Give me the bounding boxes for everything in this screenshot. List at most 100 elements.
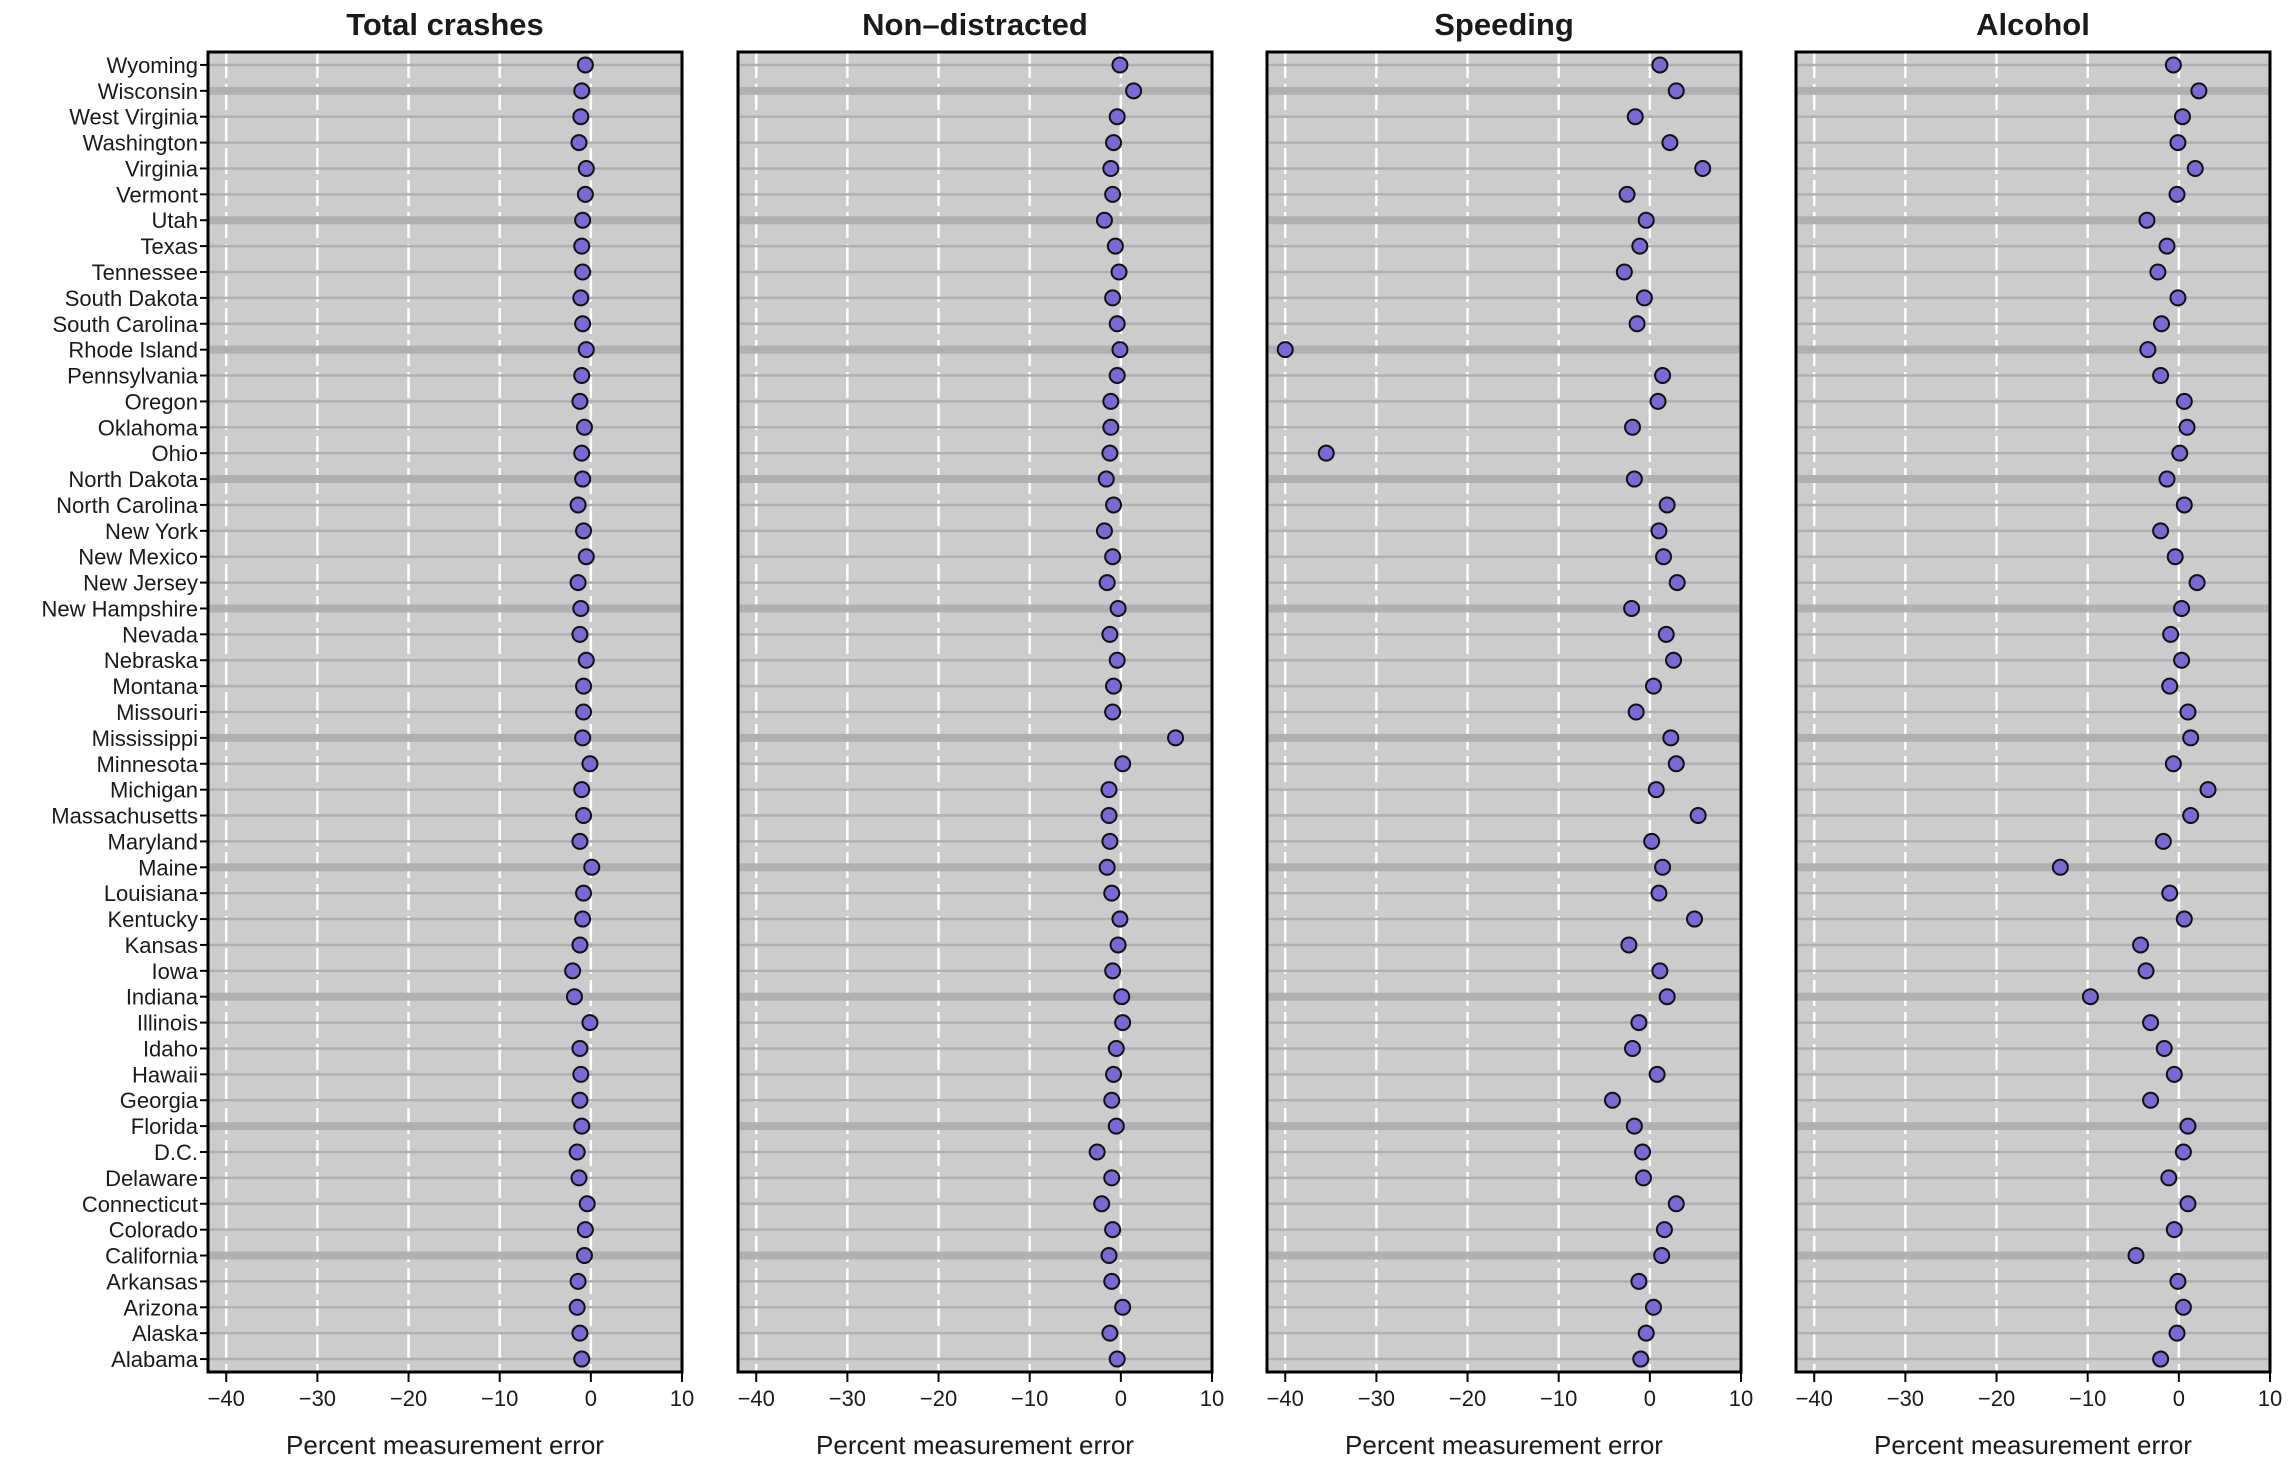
panel-title: Non–distracted <box>862 7 1088 42</box>
data-point-total-crashes-mississippi <box>574 729 592 747</box>
x-tick-label: −10 <box>1540 1386 1577 1411</box>
data-point-speeding-delaware <box>1634 1169 1652 1187</box>
data-point-speeding-idaho <box>1624 1039 1642 1057</box>
data-point-speeding-wisconsin <box>1667 82 1685 100</box>
data-point-non-distracted-illinois <box>1114 1014 1132 1032</box>
x-tick-label: −30 <box>829 1386 866 1411</box>
data-point-alcohol-missouri <box>2179 703 2197 721</box>
state-label-arkansas: Arkansas <box>106 1269 198 1294</box>
data-point-total-crashes-colorado <box>576 1221 594 1239</box>
state-label-kansas: Kansas <box>125 933 198 958</box>
state-label-montana: Montana <box>112 674 198 699</box>
panel-title: Total crashes <box>346 7 544 42</box>
data-point-speeding-maine <box>1654 858 1672 876</box>
data-point-alcohol-texas <box>2158 237 2176 255</box>
state-label-new-mexico: New Mexico <box>78 545 198 570</box>
x-axis-title: Percent measurement error <box>816 1430 1134 1460</box>
data-point-alcohol-minnesota <box>2164 755 2182 773</box>
data-point-alcohol-maryland <box>2154 832 2172 850</box>
data-point-speeding-tennessee <box>1615 263 1633 281</box>
x-tick-label: −10 <box>1011 1386 1048 1411</box>
x-tick-label: −30 <box>299 1386 336 1411</box>
data-point-total-crashes-california <box>575 1247 593 1265</box>
data-point-alcohol-hawaii <box>2165 1065 2183 1083</box>
data-point-alcohol-north-carolina <box>2175 496 2193 514</box>
data-point-total-crashes-texas <box>573 237 591 255</box>
data-point-non-distracted-alabama <box>1108 1350 1126 1368</box>
state-label-indiana: Indiana <box>126 985 199 1010</box>
state-label-rhode-island: Rhode Island <box>68 338 198 363</box>
data-point-total-crashes-hawaii <box>572 1065 590 1083</box>
data-point-total-crashes-tennessee <box>574 263 592 281</box>
data-point-alcohol-delaware <box>2160 1169 2178 1187</box>
data-point-total-crashes-alabama <box>573 1350 591 1368</box>
data-point-speeding-d-c <box>1634 1143 1652 1161</box>
data-point-speeding-washington <box>1661 134 1679 152</box>
state-label-d-c: D.C. <box>154 1140 198 1165</box>
data-point-total-crashes-minnesota <box>581 755 599 773</box>
state-label-hawaii: Hawaii <box>132 1062 198 1087</box>
state-label-ohio: Ohio <box>152 441 198 466</box>
data-point-non-distracted-north-dakota <box>1097 470 1115 488</box>
data-point-total-crashes-oregon <box>571 392 589 410</box>
data-point-total-crashes-florida <box>573 1117 591 1135</box>
state-label-massachusetts: Massachusetts <box>51 804 198 829</box>
data-point-total-crashes-south-carolina <box>574 315 592 333</box>
state-label-georgia: Georgia <box>120 1088 199 1113</box>
state-label-arizona: Arizona <box>123 1295 198 1320</box>
state-label-michigan: Michigan <box>110 778 198 803</box>
data-point-alcohol-tennessee <box>2149 263 2167 281</box>
data-point-total-crashes-louisiana <box>575 884 593 902</box>
state-label-texas: Texas <box>141 234 198 259</box>
data-point-non-distracted-mississippi <box>1167 729 1185 747</box>
data-point-non-distracted-pennsylvania <box>1108 367 1126 385</box>
x-tick-label: −40 <box>208 1386 245 1411</box>
state-label-pennsylvania: Pennsylvania <box>67 364 199 389</box>
x-tick-label: 0 <box>2173 1386 2185 1411</box>
data-point-alcohol-wisconsin <box>2190 82 2208 100</box>
state-label-kentucky: Kentucky <box>108 907 199 932</box>
data-point-non-distracted-oregon <box>1102 392 1120 410</box>
state-label-alaska: Alaska <box>132 1321 199 1346</box>
state-label-utah: Utah <box>152 208 198 233</box>
data-point-non-distracted-idaho <box>1107 1039 1125 1057</box>
data-point-non-distracted-indiana <box>1113 988 1131 1006</box>
data-point-alcohol-south-dakota <box>2169 289 2187 307</box>
state-label-wisconsin: Wisconsin <box>98 79 198 104</box>
data-point-non-distracted-connecticut <box>1093 1195 1111 1213</box>
x-tick-label: −40 <box>738 1386 775 1411</box>
data-point-alcohol-south-carolina <box>2153 315 2171 333</box>
data-point-speeding-north-carolina <box>1658 496 1676 514</box>
data-point-non-distracted-florida <box>1107 1117 1125 1135</box>
x-tick-label: 0 <box>1644 1386 1656 1411</box>
data-point-alcohol-california <box>2127 1247 2145 1265</box>
state-label-west-virginia: West Virginia <box>69 105 199 130</box>
data-point-speeding-nebraska <box>1665 651 1683 669</box>
data-point-non-distracted-alaska <box>1101 1324 1119 1342</box>
state-label-nebraska: Nebraska <box>104 648 199 673</box>
data-point-speeding-ohio <box>1317 444 1335 462</box>
data-point-total-crashes-new-hampshire <box>572 599 590 617</box>
state-label-delaware: Delaware <box>105 1166 198 1191</box>
panel-border-alcohol <box>1794 50 2272 1374</box>
data-point-speeding-oklahoma <box>1624 418 1642 436</box>
state-label-virginia: Virginia <box>125 156 199 181</box>
state-label-new-york: New York <box>105 519 199 544</box>
data-point-total-crashes-wyoming <box>576 56 594 74</box>
data-point-non-distracted-minnesota <box>1114 755 1132 773</box>
data-point-total-crashes-virginia <box>577 159 595 177</box>
x-tick-label: 10 <box>1200 1386 1224 1411</box>
state-label-mississippi: Mississippi <box>92 726 198 751</box>
x-tick-label: 0 <box>585 1386 597 1411</box>
panel-title: Alcohol <box>1976 7 2090 42</box>
data-point-non-distracted-kansas <box>1109 936 1127 954</box>
data-point-non-distracted-texas <box>1106 237 1124 255</box>
data-point-total-crashes-wisconsin <box>573 82 591 100</box>
data-point-speeding-north-dakota <box>1625 470 1643 488</box>
state-label-oklahoma: Oklahoma <box>98 415 199 440</box>
data-point-speeding-west-virginia <box>1626 108 1644 126</box>
data-point-speeding-virginia <box>1694 159 1712 177</box>
data-point-non-distracted-maine <box>1098 858 1116 876</box>
data-point-alcohol-vermont <box>2168 185 2186 203</box>
